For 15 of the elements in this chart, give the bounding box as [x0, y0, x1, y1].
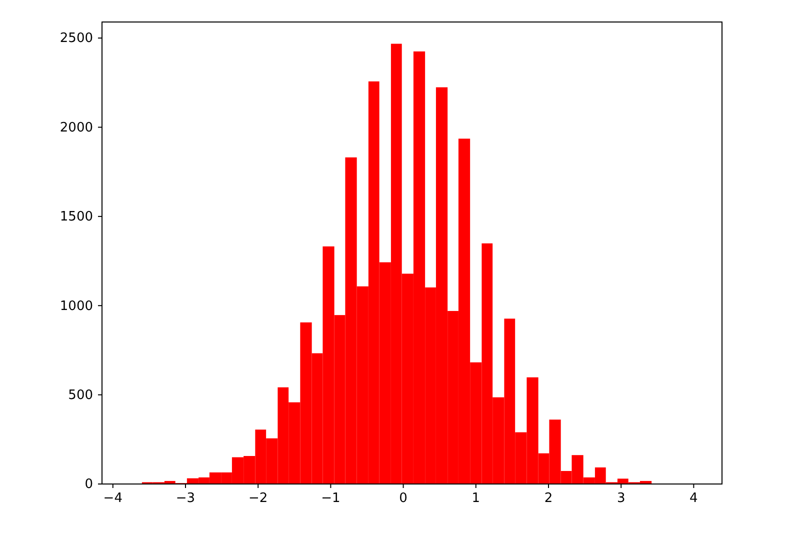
x-tick-label: −4	[103, 491, 122, 506]
y-tick-label: 2000	[60, 120, 93, 136]
x-tick-label: 3	[616, 491, 626, 506]
x-tick-label: 1	[472, 491, 480, 506]
y-tick-label: 500	[68, 388, 93, 403]
y-tick-label: 0	[84, 477, 93, 492]
x-tick-label: 2	[544, 491, 553, 506]
x-tick-label: −3	[176, 491, 196, 506]
x-tick-label: 0	[399, 491, 408, 506]
x-tick-label: −1	[321, 491, 340, 506]
x-tick-label: −2	[248, 491, 268, 506]
y-tick-label: 1000	[60, 298, 93, 314]
x-tick-label: 4	[690, 491, 698, 506]
y-tick-label: 1500	[60, 210, 93, 225]
y-tick-label: 2500	[60, 31, 93, 46]
